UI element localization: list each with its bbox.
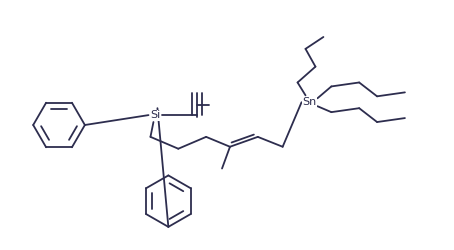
Text: Sn: Sn xyxy=(302,97,316,107)
Text: Si: Si xyxy=(150,110,161,120)
